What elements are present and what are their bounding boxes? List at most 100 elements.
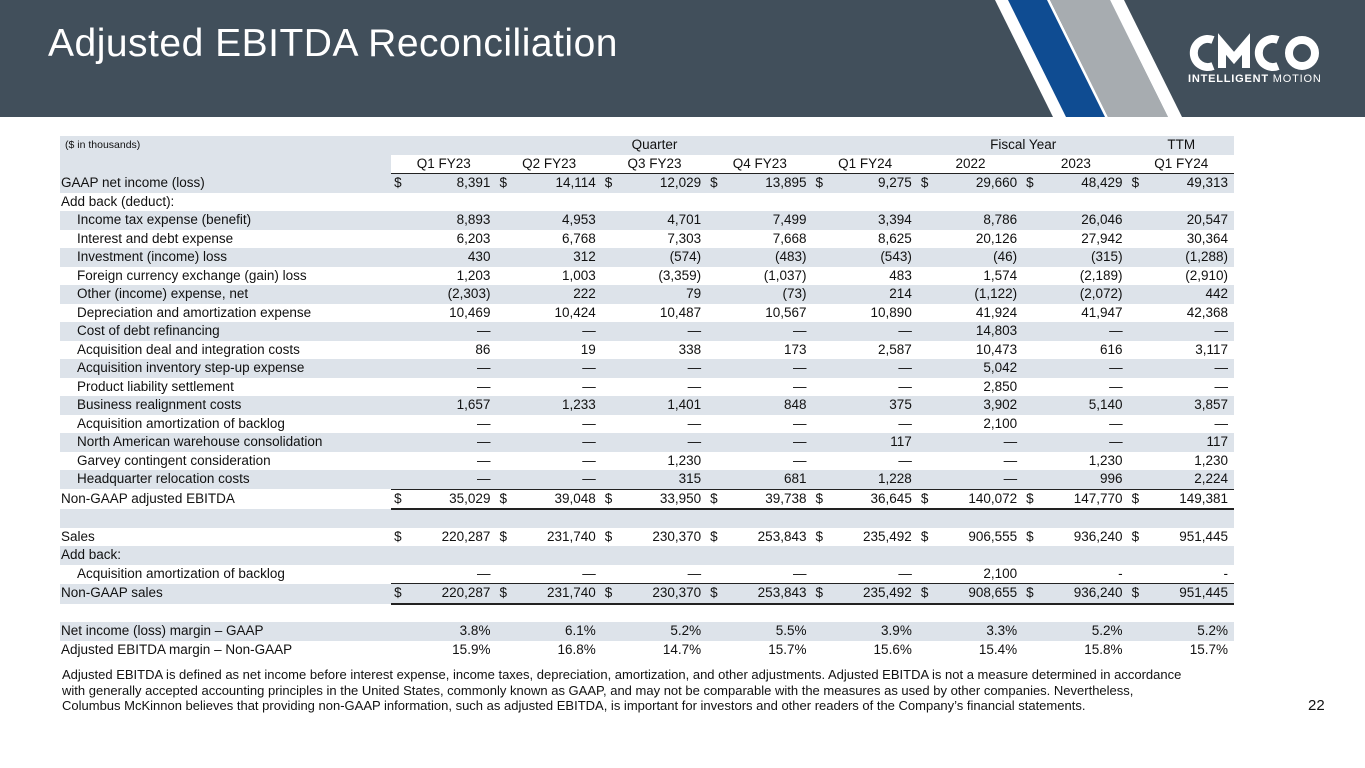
dollar-sign bbox=[391, 603, 406, 622]
dollar-sign: $ bbox=[496, 527, 511, 546]
table-cell bbox=[405, 603, 497, 622]
table-cell: — bbox=[510, 414, 602, 433]
table-cell bbox=[1037, 546, 1129, 565]
units-note: ($ in thousands) bbox=[60, 136, 392, 155]
table-cell bbox=[510, 603, 602, 622]
dollar-sign bbox=[707, 564, 722, 584]
dollar-sign bbox=[496, 377, 511, 396]
table-cell: — bbox=[826, 322, 918, 341]
table-cell: 10,567 bbox=[721, 303, 813, 322]
dollar-sign bbox=[812, 192, 827, 211]
table-cell: 2,850 bbox=[931, 377, 1024, 396]
dollar-sign bbox=[496, 470, 511, 489]
table-cell: 8,625 bbox=[826, 229, 918, 248]
dollar-sign bbox=[1128, 285, 1143, 304]
dollar-sign bbox=[1128, 192, 1143, 211]
dollar-sign bbox=[917, 414, 932, 433]
dollar-sign bbox=[917, 229, 932, 248]
table-row: Add back: bbox=[60, 546, 1234, 565]
table-cell: 29,660 bbox=[931, 173, 1024, 193]
table-cell: (2,303) bbox=[405, 285, 497, 304]
dollar-sign bbox=[917, 546, 932, 565]
table-row: Garvey contingent consideration — — 1,230 — —… bbox=[60, 451, 1234, 470]
column-header: 2022 bbox=[917, 154, 1024, 174]
dollar-sign bbox=[601, 285, 616, 304]
table-cell bbox=[510, 546, 602, 565]
dollar-sign bbox=[391, 451, 406, 470]
ttm-group-header: TTM bbox=[1128, 136, 1234, 155]
table-cell: 10,424 bbox=[510, 303, 602, 322]
table-cell: 6,203 bbox=[405, 229, 497, 248]
dollar-sign bbox=[917, 622, 932, 641]
table-cell bbox=[510, 509, 602, 528]
dollar-sign: $ bbox=[812, 488, 827, 510]
table-row: Net income (loss) margin – GAAP 3.8% 6.1% 5… bbox=[60, 622, 1234, 641]
table-cell: - bbox=[1142, 564, 1234, 584]
table-cell: 7,499 bbox=[721, 211, 813, 230]
table-cell: 79 bbox=[615, 285, 708, 304]
dollar-sign bbox=[707, 377, 722, 396]
dollar-sign bbox=[1023, 303, 1038, 322]
table-row: Depreciation and amortization expense 10,… bbox=[60, 303, 1234, 322]
table-cell bbox=[826, 546, 918, 565]
dollar-sign bbox=[1128, 340, 1143, 359]
table-cell bbox=[615, 192, 708, 211]
table-cell: 908,655 bbox=[931, 583, 1024, 605]
table-cell: 3.3% bbox=[931, 622, 1024, 641]
table-row: Non-GAAP adjusted EBITDA $35,029 $39,048 $3… bbox=[60, 488, 1234, 510]
dollar-sign: $ bbox=[917, 583, 932, 605]
table-cell bbox=[931, 192, 1024, 211]
dollar-sign bbox=[707, 211, 722, 230]
dollar-sign: $ bbox=[496, 173, 511, 193]
dollar-sign bbox=[1023, 229, 1038, 248]
row-label: Add back (deduct): bbox=[60, 192, 392, 211]
dollar-sign: $ bbox=[1128, 527, 1143, 546]
slide-header: Adjusted EBITDA Reconciliation INTELLIGE… bbox=[0, 0, 1365, 117]
dollar-sign bbox=[1023, 359, 1038, 378]
table-cell: — bbox=[405, 470, 497, 489]
table-cell: — bbox=[826, 564, 918, 584]
table-cell: — bbox=[510, 322, 602, 341]
dollar-sign bbox=[812, 340, 827, 359]
dollar-sign bbox=[917, 470, 932, 489]
fiscal-year-group-header: Fiscal Year bbox=[917, 136, 1129, 155]
dollar-sign bbox=[496, 192, 511, 211]
dollar-sign bbox=[601, 546, 616, 565]
table-row: Other (income) expense, net (2,303) 222 79 (… bbox=[60, 285, 1234, 304]
table-cell: 253,843 bbox=[721, 583, 813, 605]
table-cell: 3,857 bbox=[1142, 396, 1234, 415]
dollar-sign bbox=[707, 359, 722, 378]
table-cell bbox=[510, 192, 602, 211]
dollar-sign bbox=[1023, 377, 1038, 396]
dollar-sign bbox=[917, 285, 932, 304]
dollar-sign bbox=[812, 229, 827, 248]
dollar-sign bbox=[707, 266, 722, 285]
table-cell: — bbox=[721, 322, 813, 341]
table-row: Sales $220,287 $231,740 $230,370 $253,843 $23… bbox=[60, 527, 1234, 546]
table-cell: (3,359) bbox=[615, 266, 708, 285]
dollar-sign bbox=[812, 622, 827, 641]
table-cell: 3,394 bbox=[826, 211, 918, 230]
dollar-sign bbox=[496, 266, 511, 285]
column-header: Q3 FY23 bbox=[601, 154, 708, 174]
table-row: Interest and debt expense 6,203 6,768 7,303… bbox=[60, 229, 1234, 248]
dollar-sign: $ bbox=[917, 488, 932, 510]
dollar-sign bbox=[496, 396, 511, 415]
dollar-sign bbox=[391, 640, 406, 659]
dollar-sign bbox=[601, 322, 616, 341]
table-cell: 48,429 bbox=[1037, 173, 1129, 193]
table-cell: 33,950 bbox=[615, 488, 708, 510]
table-cell: 235,492 bbox=[826, 583, 918, 605]
dollar-sign bbox=[601, 564, 616, 584]
table-cell: — bbox=[826, 451, 918, 470]
table-cell: 10,890 bbox=[826, 303, 918, 322]
dollar-sign bbox=[601, 622, 616, 641]
row-label: Non-GAAP sales bbox=[60, 583, 392, 604]
table-cell: — bbox=[1142, 322, 1234, 341]
column-header: Q1 FY24 bbox=[1128, 154, 1234, 174]
dollar-sign bbox=[707, 192, 722, 211]
table-row bbox=[60, 603, 1234, 622]
dollar-sign bbox=[1128, 229, 1143, 248]
dollar-sign bbox=[496, 451, 511, 470]
dollar-sign bbox=[391, 509, 406, 528]
